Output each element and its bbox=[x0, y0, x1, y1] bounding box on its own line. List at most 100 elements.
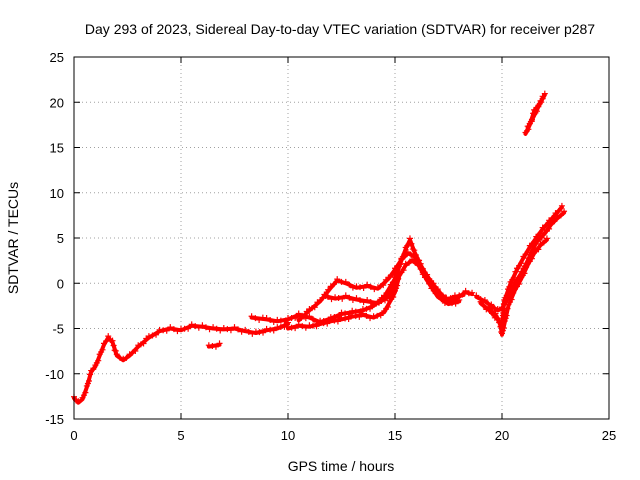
data-point bbox=[431, 288, 438, 295]
data-point bbox=[99, 346, 106, 353]
data-point bbox=[149, 332, 156, 339]
data-point bbox=[389, 271, 396, 278]
data-point bbox=[112, 347, 119, 354]
data-point bbox=[378, 298, 385, 305]
data-point bbox=[499, 330, 505, 337]
y-tick-label: 20 bbox=[50, 95, 64, 110]
y-tick-label: 0 bbox=[57, 276, 64, 291]
data-point bbox=[417, 264, 424, 271]
data-point bbox=[170, 326, 177, 333]
data-point bbox=[270, 327, 277, 334]
data-point bbox=[396, 269, 403, 276]
data-point bbox=[306, 306, 313, 312]
data-point bbox=[377, 312, 384, 319]
data-point bbox=[357, 284, 364, 291]
data-point bbox=[494, 306, 501, 312]
data-point bbox=[346, 294, 353, 301]
data-point bbox=[270, 319, 277, 326]
data-point bbox=[523, 264, 530, 271]
data-point bbox=[537, 230, 544, 237]
data-point bbox=[331, 317, 338, 324]
data-track bbox=[205, 340, 223, 350]
data-point bbox=[486, 304, 493, 311]
data-point bbox=[359, 310, 366, 317]
data-point bbox=[349, 312, 356, 319]
data-point bbox=[521, 270, 528, 277]
data-point bbox=[309, 316, 316, 323]
x-tick-label: 0 bbox=[70, 428, 77, 443]
x-tick-label: 15 bbox=[388, 428, 402, 443]
data-point bbox=[539, 224, 546, 231]
data-point bbox=[188, 321, 195, 328]
data-point bbox=[516, 281, 523, 288]
data-point bbox=[499, 327, 506, 334]
data-point bbox=[512, 268, 519, 275]
data-point bbox=[331, 281, 338, 288]
data-point bbox=[324, 293, 331, 300]
data-point bbox=[360, 299, 367, 306]
y-tick-label: -5 bbox=[52, 322, 64, 337]
grid-lines bbox=[74, 57, 609, 419]
data-point bbox=[342, 292, 349, 299]
data-track bbox=[486, 235, 550, 337]
data-point bbox=[227, 327, 234, 334]
data-point bbox=[537, 240, 544, 247]
data-point bbox=[292, 325, 299, 332]
data-point bbox=[402, 260, 409, 267]
x-axis-label: GPS time / hours bbox=[288, 458, 395, 474]
data-point bbox=[299, 323, 306, 330]
data-point bbox=[295, 310, 302, 317]
data-point bbox=[473, 292, 480, 299]
data-point bbox=[508, 296, 515, 303]
data-point bbox=[528, 255, 535, 262]
data-point bbox=[492, 310, 499, 317]
data-point bbox=[195, 324, 202, 331]
data-point bbox=[356, 313, 363, 320]
data-point bbox=[371, 300, 378, 307]
data-point bbox=[346, 281, 353, 288]
data-point bbox=[557, 212, 564, 219]
data-point bbox=[332, 294, 339, 301]
data-point bbox=[540, 239, 547, 246]
data-point bbox=[328, 296, 335, 303]
data-point bbox=[349, 284, 356, 291]
data-point bbox=[491, 305, 498, 312]
data-point bbox=[292, 314, 299, 321]
data-point bbox=[338, 309, 345, 316]
data-point bbox=[558, 202, 565, 209]
data-point bbox=[452, 300, 459, 307]
data-point bbox=[281, 318, 288, 325]
plot-frame bbox=[73, 56, 610, 420]
x-tick-label: 25 bbox=[602, 428, 616, 443]
data-point bbox=[539, 93, 546, 100]
data-point bbox=[367, 298, 374, 305]
data-point bbox=[380, 282, 387, 289]
data-point bbox=[561, 208, 568, 215]
data-point bbox=[210, 324, 217, 331]
data-track bbox=[321, 269, 403, 307]
data-point bbox=[267, 317, 274, 324]
data-point bbox=[185, 325, 192, 332]
data-point bbox=[212, 343, 219, 350]
data-point bbox=[546, 225, 553, 232]
data-point bbox=[400, 267, 407, 274]
data-point bbox=[406, 235, 413, 242]
data-point bbox=[481, 296, 488, 303]
y-tick-label: -15 bbox=[45, 412, 64, 427]
data-point bbox=[434, 289, 441, 296]
data-point bbox=[382, 297, 389, 304]
data-point bbox=[398, 255, 405, 262]
y-tick-label: 10 bbox=[50, 186, 64, 201]
data-point bbox=[75, 398, 82, 405]
data-point bbox=[192, 323, 199, 330]
data-point bbox=[217, 327, 224, 334]
data-point bbox=[502, 315, 509, 322]
data-point bbox=[103, 338, 110, 345]
data-point bbox=[506, 283, 513, 290]
data-point bbox=[256, 316, 263, 323]
data-point bbox=[85, 378, 92, 385]
data-point bbox=[460, 290, 467, 297]
data-point bbox=[551, 218, 558, 225]
data-point bbox=[371, 286, 378, 293]
